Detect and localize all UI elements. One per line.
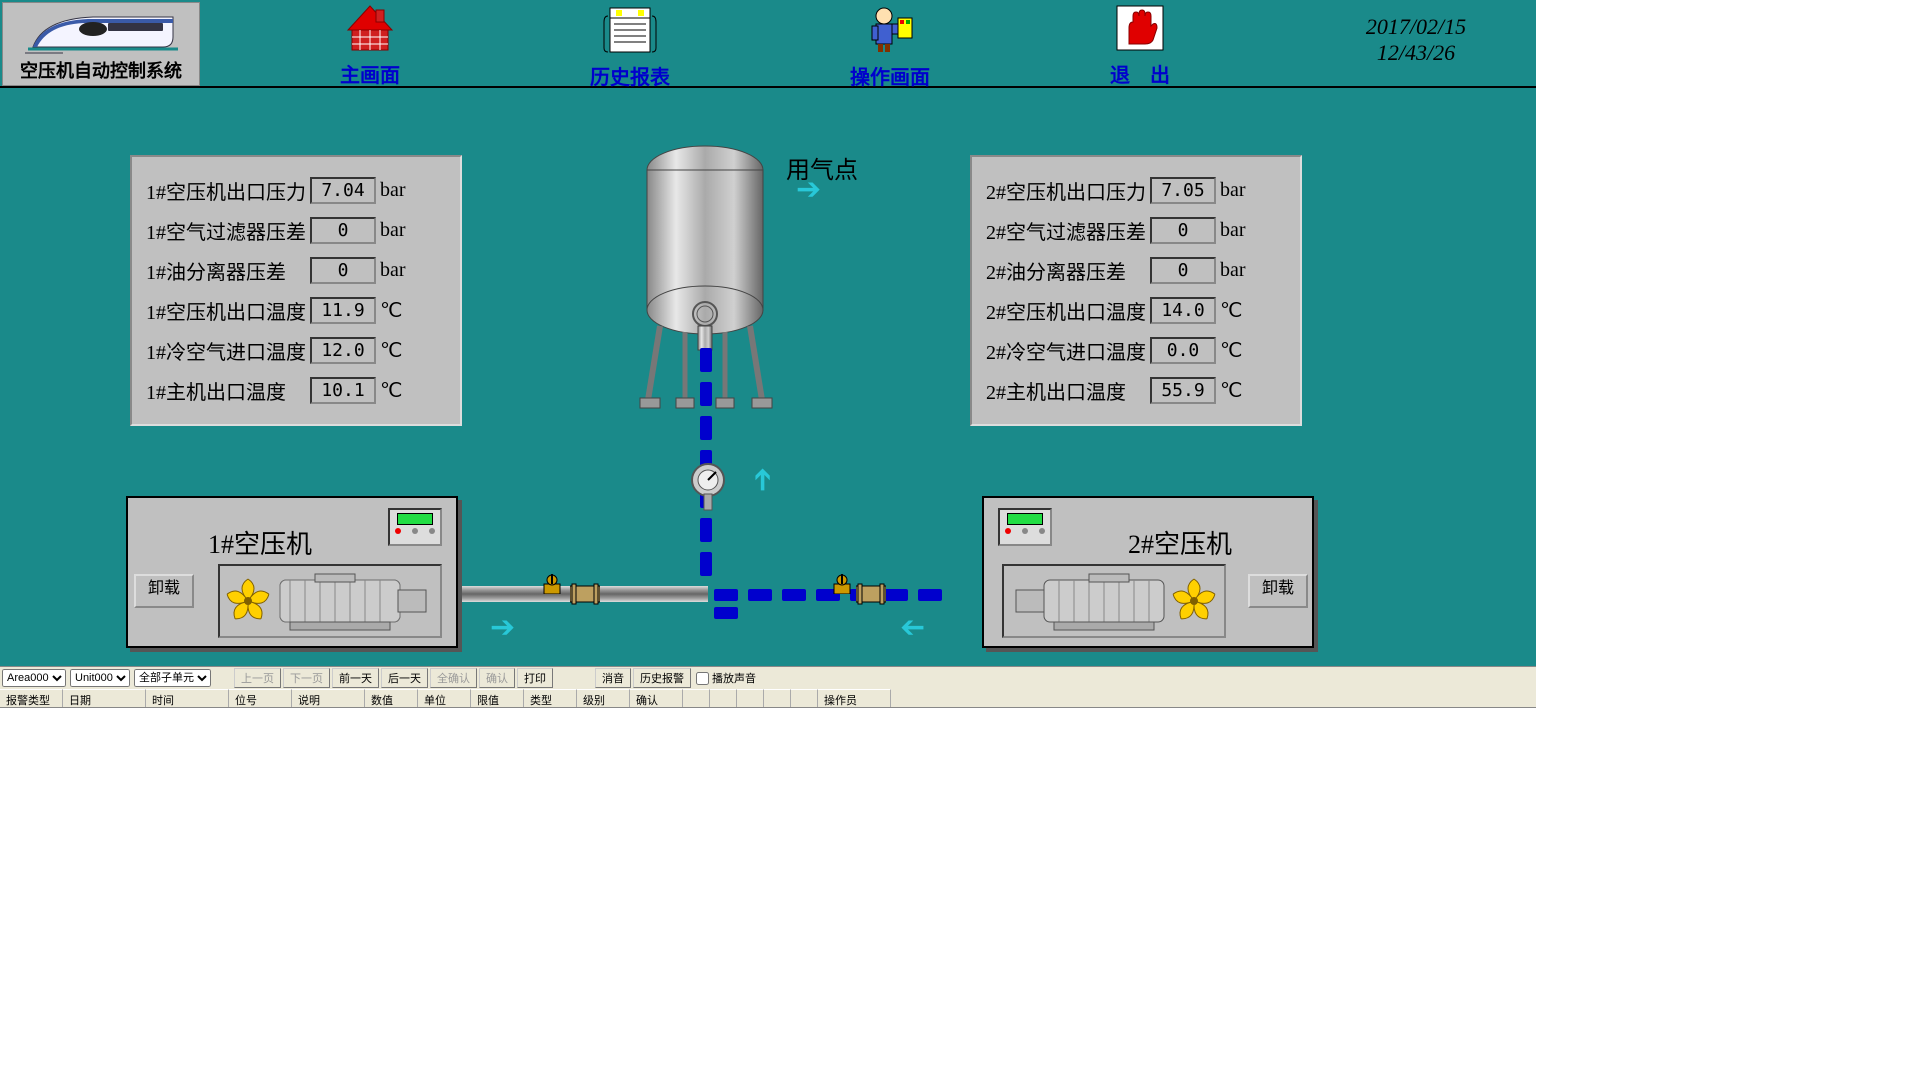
nav-main-label: 主画面 <box>310 59 430 88</box>
datetime: 2017/02/15 12/43/26 <box>1326 14 1506 66</box>
subunit-select[interactable]: 全部子单元 <box>134 669 211 687</box>
silence-button[interactable]: 消音 <box>595 668 631 688</box>
flow-arrow-out: ➔ <box>796 172 821 207</box>
prev-page-button[interactable]: 上一页 <box>234 668 281 688</box>
col-type: 报警类型 <box>0 689 63 707</box>
col-x3 <box>737 689 764 707</box>
param-row: 1#空气过滤器压差0bar <box>146 216 446 245</box>
col-operator: 操作员 <box>818 689 891 707</box>
col-x5 <box>791 689 818 707</box>
compressor2-unit: 2#空压机 <box>982 496 1314 648</box>
area-select[interactable]: Area000 <box>2 669 66 687</box>
col-date: 日期 <box>63 689 146 707</box>
col-value: 数值 <box>365 689 418 707</box>
comp1-unload-button[interactable]: 卸载 <box>134 574 194 608</box>
next-page-button[interactable]: 下一页 <box>283 668 330 688</box>
comp2-control-panel <box>998 508 1052 546</box>
ack-all-button[interactable]: 全确认 <box>430 668 477 688</box>
history-alarm-button[interactable]: 历史报警 <box>633 668 691 688</box>
col-unit: 单位 <box>418 689 471 707</box>
prev-day-button[interactable]: 前一天 <box>332 668 379 688</box>
col-desc: 说明 <box>292 689 365 707</box>
operator-icon <box>862 4 918 54</box>
param-row: 2#空压机出口压力7.05bar <box>986 176 1286 205</box>
pipe-joint-right <box>856 581 886 607</box>
nav-operate-label: 操作画面 <box>830 61 950 90</box>
valve-left <box>540 574 564 594</box>
sound-checkbox[interactable] <box>696 672 709 685</box>
nav-exit-label: 退 出 <box>1080 59 1200 88</box>
nav-exit[interactable]: 退 出 <box>1080 4 1200 88</box>
nav-operate[interactable]: 操作画面 <box>830 4 950 90</box>
regulator-icon <box>686 462 730 512</box>
flow-arrow-up: ➔ <box>745 467 780 492</box>
comp2-motor-box <box>1002 564 1226 638</box>
report-icon <box>602 4 658 54</box>
ack-button[interactable]: 确认 <box>479 668 515 688</box>
time-text: 12/43/26 <box>1326 40 1506 66</box>
hand-icon <box>1115 4 1165 52</box>
col-kind: 类型 <box>524 689 577 707</box>
param-row: 2#冷空气进口温度0.0℃ <box>986 336 1286 365</box>
system-title: 空压机自动控制系统 <box>3 57 199 83</box>
param-row: 1#主机出口温度10.1℃ <box>146 376 446 405</box>
motor-fan-icon <box>220 566 440 636</box>
col-tag: 位号 <box>229 689 292 707</box>
comp1-motor-box <box>218 564 442 638</box>
flow-arrow-left: ➔ <box>900 610 925 645</box>
hmi-screen: 空压机自动控制系统 主画面 <box>0 0 1536 800</box>
panel-compressor2: 2#空压机出口压力7.05bar 2#空气过滤器压差0bar 2#油分离器压差0… <box>970 155 1302 426</box>
param-row: 1#油分离器压差0bar <box>146 256 446 285</box>
nav-history-label: 历史报表 <box>570 61 690 90</box>
flow-arrow-right: ➔ <box>490 610 515 645</box>
house-icon <box>342 4 398 52</box>
comp2-unload-button[interactable]: 卸载 <box>1248 574 1308 608</box>
alarm-table-header: 报警类型 日期 时间 位号 说明 数值 单位 限值 类型 级别 确认 操作员 <box>0 689 1536 708</box>
comp2-title: 2#空压机 <box>1128 524 1232 561</box>
motor-fan-icon <box>1004 566 1224 636</box>
date-text: 2017/02/15 <box>1326 14 1506 40</box>
param-row: 1#空压机出口压力7.04bar <box>146 176 446 205</box>
panel-compressor1: 1#空压机出口压力7.04bar 1#空气过滤器压差0bar 1#油分离器压差0… <box>130 155 462 426</box>
param-row: 2#空压机出口温度14.0℃ <box>986 296 1286 325</box>
alarm-table-body <box>0 708 1536 800</box>
col-time: 时间 <box>146 689 229 707</box>
next-day-button[interactable]: 后一天 <box>381 668 428 688</box>
pipe-joint-left <box>570 581 600 607</box>
col-x4 <box>764 689 791 707</box>
unit-select[interactable]: Unit000 <box>70 669 130 687</box>
param-row: 2#空气过滤器压差0bar <box>986 216 1286 245</box>
param-row: 1#空压机出口温度11.9℃ <box>146 296 446 325</box>
logo-box: 空压机自动控制系统 <box>2 2 200 86</box>
nav-history[interactable]: 历史报表 <box>570 4 690 90</box>
comp1-title: 1#空压机 <box>208 524 312 561</box>
col-x2 <box>710 689 737 707</box>
nav-main[interactable]: 主画面 <box>310 4 430 88</box>
col-ack: 确认 <box>630 689 683 707</box>
param-row: 1#冷空气进口温度12.0℃ <box>146 336 446 365</box>
train-icon <box>23 7 183 55</box>
top-bar: 空压机自动控制系统 主画面 <box>0 0 1536 88</box>
col-x1 <box>683 689 710 707</box>
compressor1-unit: 1#空压机 <box>126 496 458 648</box>
alarm-toolbar: Area000 Unit000 全部子单元 上一页 下一页 前一天 后一天 全确… <box>0 666 1536 690</box>
sound-label: 播放声音 <box>712 670 756 686</box>
valve-right <box>830 574 854 594</box>
col-level: 级别 <box>577 689 630 707</box>
param-row: 2#主机出口温度55.9℃ <box>986 376 1286 405</box>
col-limit: 限值 <box>471 689 524 707</box>
param-row: 2#油分离器压差0bar <box>986 256 1286 285</box>
comp1-control-panel <box>388 508 442 546</box>
print-button[interactable]: 打印 <box>517 668 553 688</box>
